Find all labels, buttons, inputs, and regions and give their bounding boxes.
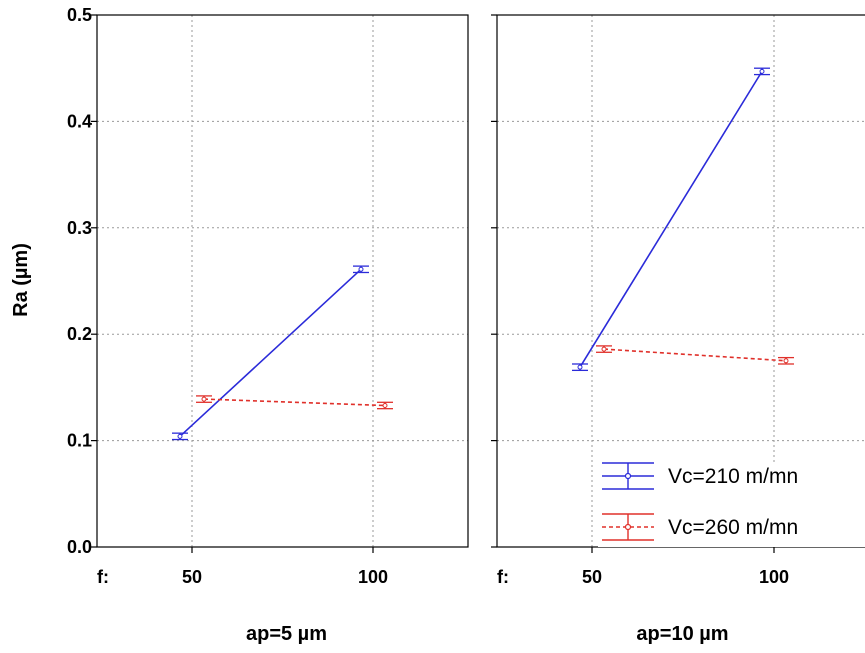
series-line (179, 268, 362, 437)
x-tick-label: 100 (759, 567, 789, 587)
series-2 (196, 395, 393, 410)
x-axis-prefix: f: (497, 567, 509, 587)
y-tick-label: 0.5 (67, 5, 92, 25)
data-point (382, 402, 388, 408)
series-1 (572, 67, 770, 372)
y-tick-label: 0.4 (67, 111, 92, 131)
legend-background (598, 463, 865, 547)
y-tick-label: 0.2 (67, 324, 92, 344)
x-tick-label: 50 (582, 567, 602, 587)
series-line (603, 348, 787, 362)
y-tick-label: 0.1 (67, 431, 92, 451)
x-tick-label: 50 (182, 567, 202, 587)
series-2 (596, 345, 794, 365)
data-point (177, 433, 183, 439)
series-line (203, 398, 386, 407)
legend-label: Vc=210 m/mn (668, 465, 798, 488)
y-tick-label: 0.3 (67, 218, 92, 238)
panels-group: 0.0 0.1 0.2 0.3 0.4 0.5 f: 50 100 ap=5 µm f: 50 100 a… (67, 5, 865, 645)
series-line (579, 70, 763, 368)
panel-label: ap=10 µm (636, 623, 728, 645)
legend-item-2: Vc=260 m/mn (602, 513, 798, 541)
panel-2: f: 50 100 ap=10 µm (491, 14, 865, 645)
data-point (759, 68, 765, 74)
data-point (577, 364, 583, 370)
x-tick-label: 100 (358, 567, 388, 587)
series-1 (172, 265, 369, 441)
y-tick-label: 0.0 (67, 537, 92, 557)
data-point (783, 358, 789, 364)
panel-label: ap=5 µm (246, 623, 327, 645)
legend-label: Vc=260 m/mn (668, 516, 798, 539)
legend: Vc=210 m/mn Vc=260 m/mn (598, 462, 865, 547)
legend-item-1: Vc=210 m/mn (602, 462, 798, 490)
panel-1: 0.0 0.1 0.2 0.3 0.4 0.5 f: 50 100 ap=5 µm (67, 5, 469, 645)
x-axis-prefix: f: (97, 567, 109, 587)
y-axis-title: Ra (µm) (10, 243, 32, 317)
plot-frame (96, 14, 469, 548)
data-point (358, 266, 364, 272)
data-point (201, 396, 207, 402)
data-point (601, 346, 607, 352)
